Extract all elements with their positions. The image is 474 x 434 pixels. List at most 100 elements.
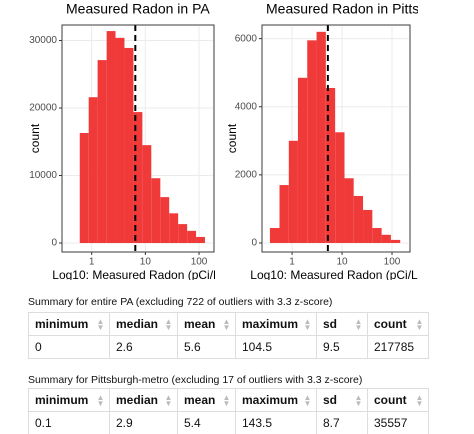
sort-icon[interactable]: ▲▼	[164, 393, 173, 405]
x-axis-title: Log10: Measured Radon (pCi/L)	[250, 268, 418, 280]
x-tick-label: 100	[191, 257, 208, 268]
column-header[interactable]: mean ▲▼	[177, 312, 236, 336]
sort-icon[interactable]: ▲▼	[354, 317, 363, 329]
sort-icon[interactable]: ▲▼	[96, 393, 105, 405]
column-header[interactable]: maximum ▲▼	[235, 388, 317, 412]
table-cell: 9.5	[316, 335, 368, 359]
plot-border	[261, 24, 411, 253]
header-text: count	[374, 317, 407, 331]
column-header[interactable]: minimum ▲▼	[28, 388, 110, 412]
sort-icon[interactable]: ▲▼	[415, 393, 424, 405]
column-header[interactable]: sd ▲▼	[316, 312, 368, 336]
bar	[151, 178, 161, 244]
y-tick-label: 10000	[29, 170, 57, 181]
table-cell: 0.1	[28, 411, 110, 434]
bar	[363, 209, 373, 243]
y-tick-label: 0	[251, 238, 257, 249]
table-cell: 143.5	[235, 411, 317, 434]
sort-icon[interactable]: ▲▼	[303, 317, 312, 329]
bar	[325, 88, 336, 243]
chart: 0 2000 4000 6000 1 10 100 Measured Radon in Pit…	[225, 1, 418, 280]
x-axis-title: Log10: Measured Radon (pCi/L)	[52, 268, 215, 280]
chart-title: Measured Radon in Pittsburgh	[266, 1, 418, 17]
bar	[269, 227, 280, 243]
chart: 0 10000 20000 30000 1 10 100 Measured Radon in …	[28, 1, 215, 280]
table-cell: 5.4	[177, 411, 236, 434]
table-caption: Summary for Pittsburgh-metro (excluding …	[28, 374, 363, 386]
sort-icon[interactable]: ▲▼	[222, 317, 231, 329]
table-cell: 217785	[367, 335, 429, 359]
y-axis-title: count	[28, 123, 42, 153]
header-row: minimum ▲▼ median ▲▼ mean ▲▼ maximum ▲▼ sd ▲▼ coun…	[28, 312, 429, 336]
bar	[390, 239, 401, 243]
chart-title: Measured Radon in PA	[66, 1, 210, 17]
bar	[288, 140, 298, 243]
x-tick-label: 1	[89, 257, 95, 268]
sort-icon[interactable]: ▲▼	[222, 393, 231, 405]
bar	[307, 40, 317, 243]
bar	[97, 60, 107, 244]
bar	[335, 132, 345, 243]
table-cell: 8.7	[316, 411, 368, 434]
bar	[279, 185, 289, 243]
bar	[88, 97, 98, 244]
sort-icon[interactable]: ▲▼	[415, 317, 424, 329]
column-header[interactable]: minimum ▲▼	[28, 312, 110, 336]
bar	[124, 47, 134, 244]
bar	[187, 230, 197, 244]
y-axis-title: count	[225, 123, 239, 153]
x-tick-label: 1	[289, 257, 295, 268]
header-text: mean	[184, 317, 216, 331]
bar	[196, 236, 205, 244]
bar	[297, 77, 308, 243]
header-text: count	[374, 393, 407, 407]
column-header[interactable]: median ▲▼	[109, 312, 178, 336]
table-cell: 2.6	[109, 335, 178, 359]
bar	[344, 178, 354, 243]
sort-icon[interactable]: ▲▼	[96, 317, 105, 329]
bar	[316, 31, 326, 243]
bar	[381, 234, 391, 243]
summary-table: minimum ▲▼ median ▲▼ mean ▲▼ maximum ▲▼ sd ▲▼ coun…	[28, 388, 429, 434]
y-tick-label: 30000	[29, 35, 57, 46]
x-tick-label: 100	[384, 257, 401, 268]
column-header[interactable]: sd ▲▼	[316, 388, 368, 412]
sort-icon[interactable]: ▲▼	[303, 393, 312, 405]
summary-table: minimum ▲▼ median ▲▼ mean ▲▼ maximum ▲▼ sd ▲▼ coun…	[28, 312, 429, 359]
bar	[106, 31, 116, 244]
bar	[160, 197, 170, 244]
x-tick-label: 10	[336, 257, 348, 268]
table-cell: 104.5	[235, 335, 317, 359]
y-tick-label: 0	[51, 238, 57, 249]
bar	[178, 224, 188, 244]
header-text: sd	[323, 393, 338, 407]
data-row: 0 2.6 5.6 104.5 9.5 217785	[28, 335, 429, 359]
column-header[interactable]: median ▲▼	[109, 388, 178, 412]
bar	[79, 132, 89, 244]
column-header[interactable]: mean ▲▼	[177, 388, 236, 412]
y-tick-label: 2000	[235, 169, 258, 180]
header-text: minimum	[35, 317, 89, 331]
header-text: mean	[184, 393, 216, 407]
sort-icon[interactable]: ▲▼	[164, 317, 173, 329]
y-tick-label: 4000	[235, 101, 258, 112]
bar	[169, 213, 179, 244]
column-header[interactable]: count ▲▼	[367, 388, 429, 412]
data-row: 0.1 2.9 5.4 143.5 8.7 35557	[28, 411, 429, 434]
table-cell: 5.6	[177, 335, 236, 359]
plot-border	[61, 24, 215, 253]
header-text: minimum	[35, 393, 89, 407]
header-text: median	[116, 393, 159, 407]
sort-icon[interactable]: ▲▼	[354, 393, 363, 405]
header-text: maximum	[242, 393, 299, 407]
x-tick-label: 10	[140, 257, 152, 268]
header-row: minimum ▲▼ median ▲▼ mean ▲▼ maximum ▲▼ sd ▲▼ coun…	[28, 388, 429, 412]
bar	[372, 227, 382, 243]
y-tick-label: 20000	[29, 103, 57, 114]
bar	[353, 195, 364, 243]
bar	[142, 145, 152, 244]
bar	[115, 37, 125, 244]
y-tick-label: 6000	[235, 33, 258, 44]
column-header[interactable]: count ▲▼	[367, 312, 429, 336]
column-header[interactable]: maximum ▲▼	[235, 312, 317, 336]
